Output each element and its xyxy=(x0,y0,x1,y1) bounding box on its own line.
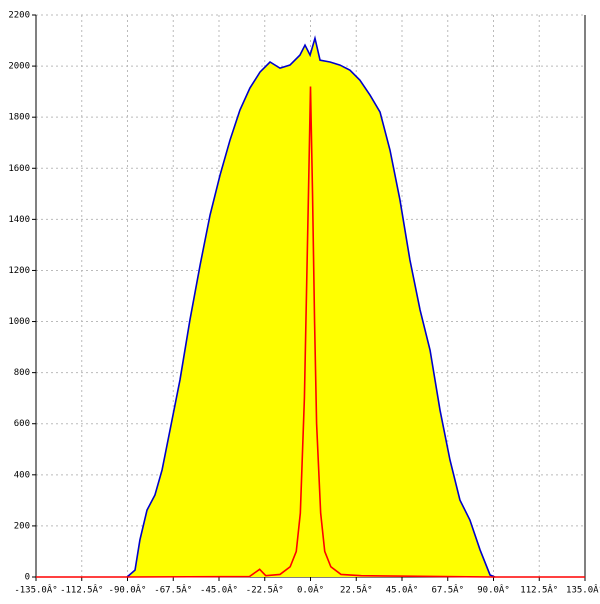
x-tick-label: -22.5Â° xyxy=(246,584,284,596)
y-tick-label: 0 xyxy=(25,573,30,583)
y-tick-label: 800 xyxy=(14,368,30,378)
y-tick-label: 400 xyxy=(14,470,30,480)
x-tick-label: -67.5Â° xyxy=(154,584,192,596)
x-tick-label: 135.0Â° xyxy=(566,584,600,596)
y-tick-label: 1200 xyxy=(8,266,30,276)
x-tick-label: 112.5Â° xyxy=(520,584,558,596)
y-tick-label: 2000 xyxy=(8,62,30,72)
y-tick-label: 200 xyxy=(14,521,30,531)
x-tick-label: -45.0Â° xyxy=(200,584,238,596)
series-line xyxy=(36,86,585,578)
x-tick-label: 0.0Â° xyxy=(297,584,324,596)
x-tick-label: -135.0Â° xyxy=(14,584,57,596)
y-tick-label: 1400 xyxy=(8,215,30,225)
x-tick-label: 67.5Â° xyxy=(431,584,464,596)
x-tick-label: -90.0Â° xyxy=(109,584,147,596)
area-fill xyxy=(127,38,495,578)
y-tick-label: 600 xyxy=(14,419,30,429)
x-tick-label: 90.0Â° xyxy=(477,584,510,596)
x-tick-label: -112.5Â° xyxy=(60,584,103,596)
x-tick-label: 22.5Â° xyxy=(340,584,373,596)
y-tick-label: 1800 xyxy=(8,113,30,123)
y-tick-label: 2200 xyxy=(8,11,30,21)
series-line xyxy=(126,35,496,578)
y-tick-label: 1600 xyxy=(8,164,30,174)
x-tick-label: 45.0Â° xyxy=(386,584,419,596)
y-tick-label: 1000 xyxy=(8,317,30,327)
